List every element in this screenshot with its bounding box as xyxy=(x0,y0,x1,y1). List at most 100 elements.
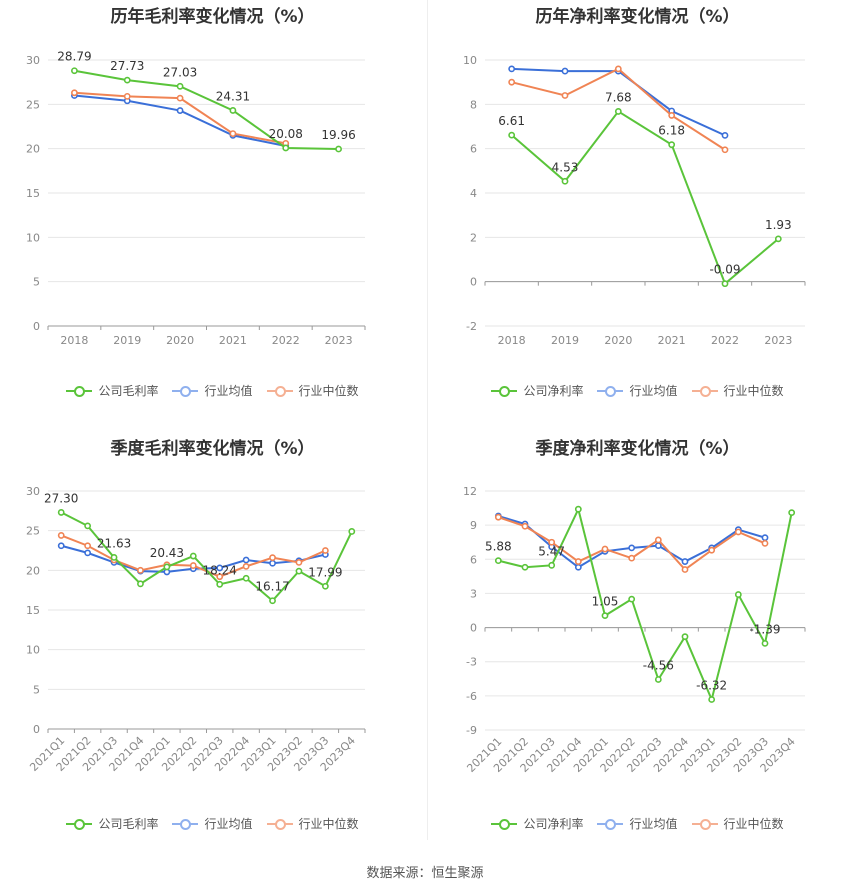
data-label: 17.99 xyxy=(308,565,342,579)
data-point-industry_median xyxy=(242,562,250,570)
legend-item-company[interactable]: 公司毛利率 xyxy=(66,382,158,399)
data-point-company xyxy=(110,554,118,561)
data-point-company xyxy=(548,561,556,569)
data-label: 18.24 xyxy=(203,563,237,577)
data-point-industry_avg xyxy=(721,131,729,139)
data-label: 4.53 xyxy=(552,160,579,174)
panel-divider xyxy=(427,0,428,840)
series-line-company xyxy=(74,69,339,151)
legend-label-industry-median: 行业中位数 xyxy=(298,817,359,831)
data-point-industry_median xyxy=(721,146,729,154)
legend-swatch-industry-avg xyxy=(172,385,199,397)
data-point-company xyxy=(176,82,184,90)
legend-item-industry-median[interactable]: 行业中位数 xyxy=(266,382,359,399)
data-point-company xyxy=(734,591,742,598)
y-tick-label: 25 xyxy=(26,525,40,538)
data-point-company xyxy=(57,509,65,516)
legend-item-industry-median[interactable]: 行业中位数 xyxy=(266,815,359,832)
y-tick-label: 15 xyxy=(26,187,40,200)
legend-item-company[interactable]: 公司净利率 xyxy=(491,815,583,832)
data-point-industry_median xyxy=(269,554,276,562)
data-label: 28.79 xyxy=(57,50,91,64)
data-point-industry_median xyxy=(321,547,329,554)
data-point-industry_avg xyxy=(654,542,662,550)
data-point-company xyxy=(71,67,78,75)
data-point-industry_avg xyxy=(761,534,769,542)
legend-item-company[interactable]: 公司毛利率 xyxy=(66,815,158,832)
legend-item-industry-avg[interactable]: 行业均值 xyxy=(597,815,678,832)
legend-item-industry-avg[interactable]: 行业均值 xyxy=(172,382,253,399)
y-tick-label: 20 xyxy=(26,564,40,577)
data-point-company xyxy=(494,557,502,565)
data-point-company xyxy=(229,107,237,114)
data-label: 6.18 xyxy=(658,124,685,138)
y-tick-label: 4 xyxy=(470,187,477,200)
data-label: 5.88 xyxy=(485,540,512,554)
data-point-company xyxy=(614,108,622,115)
y-tick-label: 10 xyxy=(463,54,477,67)
data-point-company xyxy=(321,582,329,590)
data-point-industry_median xyxy=(176,94,184,102)
data-point-industry_median xyxy=(229,130,237,137)
x-tick-label: 2019 xyxy=(551,334,579,347)
data-point-company xyxy=(335,145,342,153)
data-point-company xyxy=(654,676,662,683)
data-point-industry_median xyxy=(521,522,529,530)
y-tick-label: 6 xyxy=(470,553,477,566)
data-point-company xyxy=(708,696,716,703)
data-point-industry_median xyxy=(189,562,197,569)
legend-item-industry-avg[interactable]: 行业均值 xyxy=(172,815,253,832)
data-label: -1.39 xyxy=(749,622,780,636)
legend-label-industry-avg: 行业均值 xyxy=(629,817,678,831)
data-point-company xyxy=(561,177,569,185)
data-label: 16.17 xyxy=(255,580,289,594)
chart-svg: 0 5 10 15 20 25 30 2018 2019 2020 2021 2022 2023 28.7… xyxy=(26,50,366,347)
x-tick-label: 2020 xyxy=(604,334,632,347)
y-tick-label: 30 xyxy=(26,54,40,67)
data-label: -6.32 xyxy=(696,678,727,692)
data-point-industry_avg xyxy=(216,564,224,572)
data-label: 7.68 xyxy=(605,90,632,104)
legend-swatch-industry-avg xyxy=(597,818,624,830)
data-point-industry_median xyxy=(654,536,662,544)
legend: 公司净利率 行业均值 行业中位数 xyxy=(425,382,850,399)
data-label: 20.43 xyxy=(150,546,184,560)
x-tick-label: 2021 xyxy=(658,334,686,347)
legend-label-industry-avg: 行业均值 xyxy=(629,384,678,398)
data-point-company xyxy=(189,552,197,560)
y-tick-label: 0 xyxy=(33,723,40,736)
data-label: 19.96 xyxy=(321,128,355,142)
data-label: 27.03 xyxy=(163,65,197,79)
legend-label-company: 公司毛利率 xyxy=(98,817,159,831)
data-point-company xyxy=(628,595,636,603)
data-point-industry_median xyxy=(548,538,556,546)
y-tick-label: 2 xyxy=(470,231,477,244)
data-label: 6.61 xyxy=(498,114,525,128)
data-point-company xyxy=(521,563,529,571)
legend-swatch-industry-avg xyxy=(597,385,624,397)
legend-item-company[interactable]: 公司净利率 xyxy=(491,382,583,399)
legend-label-industry-median: 行业中位数 xyxy=(298,384,359,398)
x-tick-label: 2021 xyxy=(219,334,247,347)
y-tick-label: 0 xyxy=(470,622,477,635)
y-tick-label: 8 xyxy=(470,98,477,111)
data-point-company xyxy=(295,567,303,575)
legend: 公司毛利率 行业均值 行业中位数 xyxy=(0,382,425,399)
data-source-note: 数据来源：恒生聚源 xyxy=(366,866,484,881)
data-point-industry_median xyxy=(508,78,516,86)
data-point-company xyxy=(282,144,290,152)
y-tick-label: 20 xyxy=(26,143,40,156)
data-point-company xyxy=(163,563,171,571)
y-tick-label: 5 xyxy=(33,276,40,289)
legend-item-industry-median[interactable]: 行业中位数 xyxy=(691,815,784,832)
x-tick-label: 2018 xyxy=(60,334,88,347)
data-point-company xyxy=(774,235,782,243)
data-point-industry_median xyxy=(734,528,742,536)
legend-item-industry-median[interactable]: 行业中位数 xyxy=(691,382,784,399)
y-tick-label: 25 xyxy=(26,98,40,111)
x-tick-label: 2022 xyxy=(272,334,300,347)
y-tick-label: 10 xyxy=(26,644,40,657)
legend-label-industry-median: 行业中位数 xyxy=(723,384,784,398)
legend-item-industry-avg[interactable]: 行业均值 xyxy=(597,382,678,399)
data-point-industry_median xyxy=(123,92,131,100)
